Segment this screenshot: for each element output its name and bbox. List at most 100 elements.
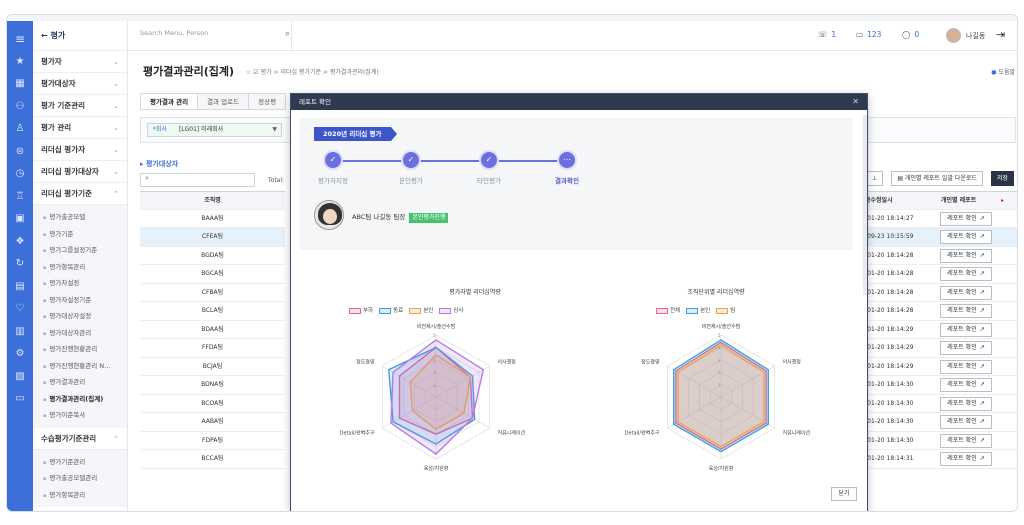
calendar-icon[interactable]: ▥ (15, 325, 25, 337)
sidebar-menu-item[interactable]: 수습평가기준관리 ⌃ (33, 428, 127, 450)
list-search-input[interactable]: ⌕ (140, 173, 255, 187)
legend-item[interactable]: 전체 (656, 306, 680, 314)
badge-icon[interactable]: ⊜ (15, 145, 25, 157)
doc-icon[interactable]: ▧ (15, 370, 25, 382)
document-stat[interactable]: ▭ 123 (856, 30, 881, 39)
help-link[interactable]: ● 도움말 (991, 67, 1015, 76)
trophy-icon[interactable]: ♖ (15, 190, 25, 202)
report-view-button[interactable]: 레포트 확인 ↗ (940, 322, 992, 337)
report-view-button[interactable]: 레포트 확인 ↗ (940, 230, 992, 244)
tab-item[interactable]: 평가결과 관리 (140, 93, 199, 110)
logout-icon[interactable]: ⇥ (996, 28, 1006, 41)
company-select[interactable]: *회사 [LG01] 미래회사 ▼ (147, 123, 282, 137)
table-row[interactable]: BGCA팀 (140, 265, 285, 284)
check-stat[interactable]: ◯ 0 (902, 30, 919, 39)
report-view-button[interactable]: 레포트 확인 ↗ (940, 267, 992, 281)
sidebar-subitem[interactable]: 평가출공모델 (33, 209, 127, 226)
org-icon[interactable]: ⚇ (15, 100, 25, 112)
sidebar-subitem[interactable]: 평가항목관리 (33, 259, 127, 276)
sidebar-back[interactable]: ← 평가 (33, 21, 127, 51)
bulk-download-button[interactable]: ▤ 개인별 레포트 일괄 다운로드 (891, 171, 983, 186)
table-row[interactable]: BGDA팀 (140, 247, 285, 265)
sidebar-subitem[interactable]: 평가진행현황관리 (33, 341, 127, 358)
sidebar-subitem[interactable]: 평가항목관리 (33, 487, 127, 504)
tab-item[interactable]: 결과 업로드 (197, 93, 250, 110)
table-row[interactable]: FDPA팀 (140, 432, 285, 450)
sidebar-menu-item[interactable]: 평가 관리 ⌄ (33, 117, 127, 139)
sidebar-menu-item[interactable]: 평가 기준관리 ⌄ (33, 95, 127, 117)
legend-item[interactable]: 동료 (379, 306, 403, 314)
sidebar-menu-item[interactable]: 평가대상자 ⌄ (33, 73, 127, 95)
small-button[interactable]: ⊥ (866, 171, 884, 186)
sidebar-menu-item[interactable]: 리더십 평가자 ⌄ (33, 139, 127, 161)
report-view-button[interactable]: 레포트 확인 ↗ (940, 452, 992, 466)
table-row[interactable]: CFEA팀 (140, 228, 285, 247)
sidebar-subitem[interactable]: 평가그룹설정기준 (33, 242, 127, 259)
sidebar-subitem[interactable]: 평가진행현황관리 N... (33, 358, 127, 375)
table-row[interactable]: BCCA팀 (140, 450, 285, 469)
sidebar-subitem[interactable]: 평가대상자관리 (33, 325, 127, 342)
table-row[interactable]: FFDA팀 (140, 339, 285, 358)
legend-label: 동료 (393, 308, 404, 314)
close-icon[interactable]: ✕ (852, 97, 859, 106)
cycle-icon[interactable]: ↻ (15, 258, 25, 269)
table-row[interactable]: BCJA팀 (140, 358, 285, 376)
gift-icon[interactable]: ❖ (15, 235, 25, 247)
search-icon[interactable]: ⌕ (284, 29, 290, 39)
sidebar-subitem[interactable]: 평가자설정기준 (33, 292, 127, 309)
gear-icon[interactable]: ⚙ (15, 348, 25, 359)
search-input[interactable]: Search Menu, Person ⌕ (140, 29, 290, 43)
report-view-button[interactable]: 레포트 확인 ↗ (940, 211, 992, 226)
clock-icon[interactable]: ◷ (15, 168, 25, 179)
legend-item[interactable]: 상사 (439, 306, 464, 314)
menu-icon[interactable]: ≡ (14, 32, 26, 46)
table-row[interactable]: BAAA팀 (140, 210, 285, 228)
legend-item[interactable]: 본인 (686, 306, 710, 314)
table-row[interactable]: BCOA팀 (140, 395, 285, 413)
report-icon[interactable]: ▤ (15, 280, 25, 292)
sidebar-menu-item[interactable]: 리더십 평가대상자 ⌄ (33, 161, 127, 183)
sidebar-subitem[interactable]: 평가결과관리(집계) (33, 391, 127, 408)
star-icon[interactable]: ★ (15, 55, 25, 67)
report-view-button[interactable]: 레포트 확인 ↗ (940, 378, 992, 392)
report-view-button[interactable]: 레포트 확인 ↗ (940, 285, 992, 300)
sidebar-subitem[interactable]: 평가기준 (33, 226, 127, 243)
chat-icon[interactable]: ▭ (15, 393, 25, 404)
report-view-button[interactable]: 레포트 확인 ↗ (940, 433, 992, 448)
person-icon[interactable]: ♙ (15, 123, 25, 134)
heart-icon[interactable]: ♡ (15, 303, 25, 314)
report-view-button[interactable]: 레포트 확인 ↗ (940, 415, 992, 429)
close-button[interactable]: 닫기 (831, 487, 857, 501)
grid-icon[interactable]: ▦ (15, 78, 25, 89)
table-row: -01-20 18:14:30 레포트 확인 ↗ (863, 395, 1017, 413)
table-row[interactable]: BDNA팀 (140, 376, 285, 395)
clipboard-icon[interactable]: ▣ (15, 213, 25, 224)
scrollbar[interactable] (863, 115, 867, 295)
report-view-button[interactable]: 레포트 확인 ↗ (940, 248, 992, 263)
report-view-button[interactable]: 레포트 확인 ↗ (940, 359, 992, 374)
sidebar-subitem[interactable]: 평가결과관리 (33, 374, 127, 391)
sidebar-subitem[interactable]: 평가대상자설정 (33, 308, 127, 325)
sidebar-subitem[interactable]: 평가기준관리 (33, 454, 127, 471)
sidebar-menu-item[interactable]: 평가자 ⌄ (33, 51, 127, 73)
legend-item[interactable]: 부하 (349, 306, 373, 314)
sidebar-subitem[interactable]: 평가출공모델관리 (33, 470, 127, 487)
search-placeholder: Search Menu, Person (140, 29, 209, 37)
table-row[interactable]: BCLA팀 (140, 302, 285, 321)
notification-stat[interactable]: ☏ 1 (818, 30, 836, 39)
table-row[interactable]: BDAA팀 (140, 321, 285, 339)
sidebar-subitem[interactable]: 평가이준복사 (33, 407, 127, 424)
table-row[interactable]: CFBA팀 (140, 284, 285, 302)
report-view-button[interactable]: 레포트 확인 ↗ (940, 341, 992, 355)
legend-item[interactable]: 팀 (716, 306, 735, 314)
sidebar-menu-item[interactable]: 리더십 평가기준 ⌃ (33, 183, 127, 205)
sidebar-subitem[interactable]: 평가차설정 (33, 275, 127, 292)
table-row[interactable]: AABA팀 (140, 413, 285, 432)
tab-item[interactable]: 정상평 (248, 93, 287, 110)
user-name[interactable]: 나길동 (966, 32, 986, 40)
report-view-button[interactable]: 레포트 확인 ↗ (940, 396, 992, 411)
report-view-button[interactable]: 레포트 확인 ↗ (940, 304, 992, 318)
legend-item[interactable]: 본인 (409, 306, 433, 314)
save-button[interactable]: 저장 (990, 171, 1015, 186)
avatar[interactable] (946, 28, 961, 43)
